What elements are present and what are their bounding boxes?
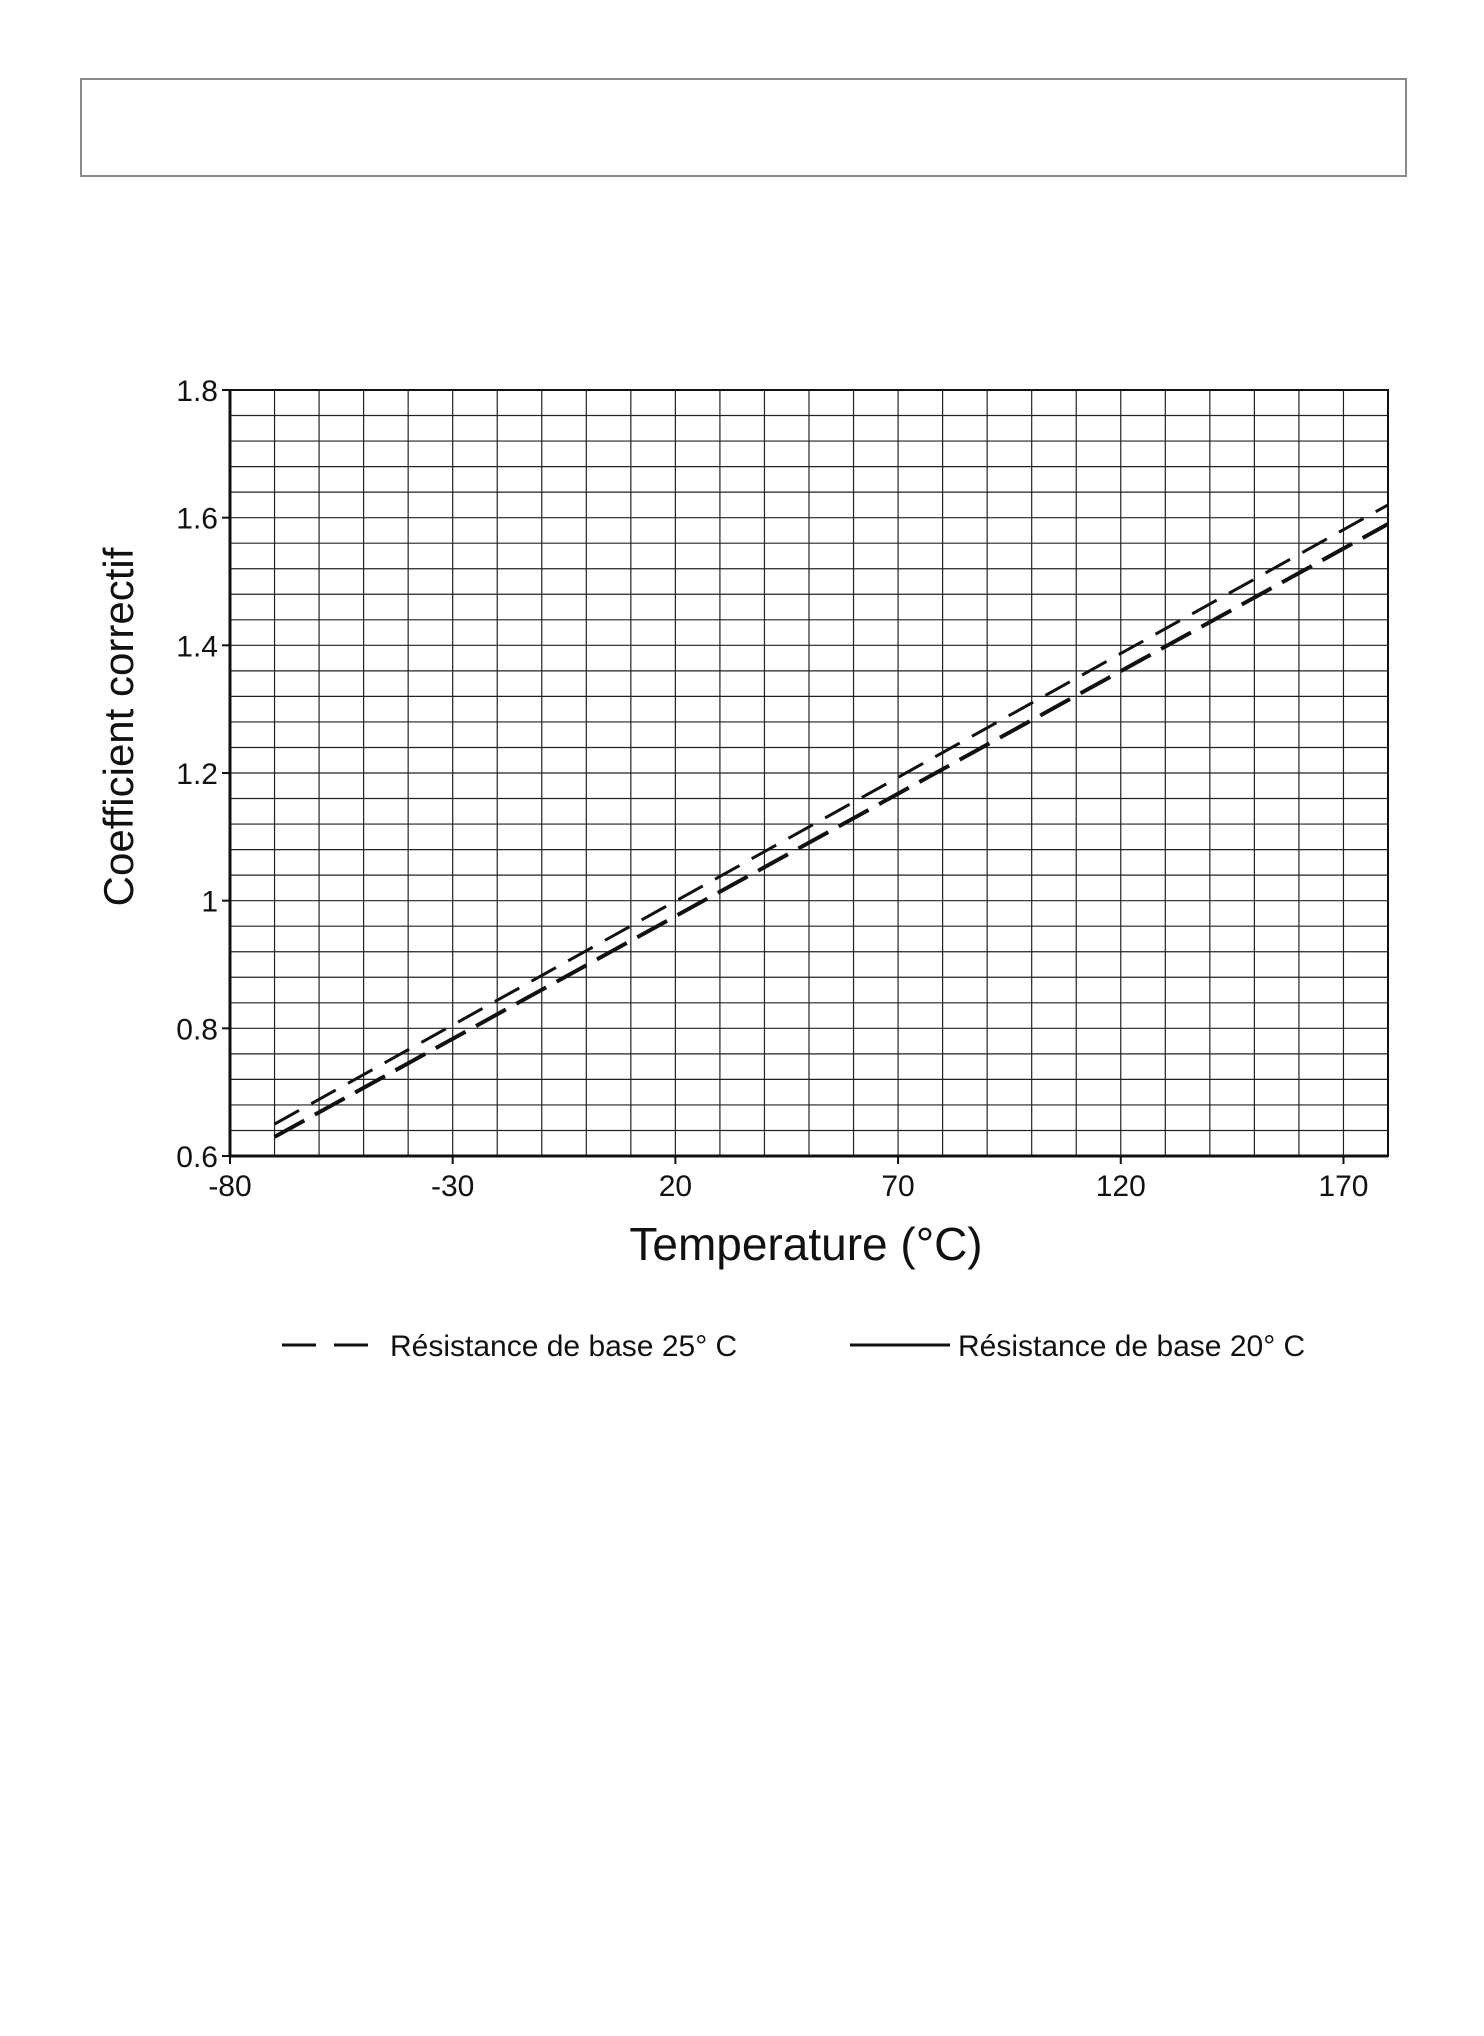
x-tick-label: 70 <box>881 1170 914 1203</box>
x-tick-label: 120 <box>1096 1170 1146 1203</box>
y-tick-label: 0.6 <box>176 1141 218 1174</box>
header-box <box>80 78 1407 177</box>
series-line <box>273 522 1389 1139</box>
y-tick-label: 1.8 <box>176 375 218 408</box>
x-tick-label: -80 <box>208 1170 251 1203</box>
x-tick-label: -30 <box>431 1170 474 1203</box>
y-tick-label: 1.4 <box>176 630 218 663</box>
series-layer <box>273 503 1389 1139</box>
y-tick-label: 1 <box>201 886 218 919</box>
series-line <box>273 503 1389 1126</box>
y-tick-label: 0.8 <box>176 1013 218 1046</box>
y-tick-labels: 0.6 0.8 1 1.2 1.4 1.6 1.8 <box>176 375 218 1174</box>
legend-label: Résistance de base 20° C <box>958 1330 1305 1363</box>
x-tick-label: 20 <box>659 1170 692 1203</box>
x-tick-labels: -80 -30 20 70 120 170 <box>208 1170 1368 1203</box>
legend-label: Résistance de base 25° C <box>390 1330 737 1363</box>
y-axis-label: Coefficient correctif <box>95 547 142 906</box>
x-tick-label: 170 <box>1318 1170 1368 1203</box>
grid-minor <box>229 389 1389 1157</box>
x-axis-label: Temperature (°C) <box>629 1218 982 1270</box>
legend: Résistance de base 25° C Résistance de ba… <box>282 1330 1305 1363</box>
axes-layer <box>222 389 1389 1164</box>
y-tick-label: 1.2 <box>176 758 218 791</box>
y-tick-label: 1.6 <box>176 503 218 536</box>
